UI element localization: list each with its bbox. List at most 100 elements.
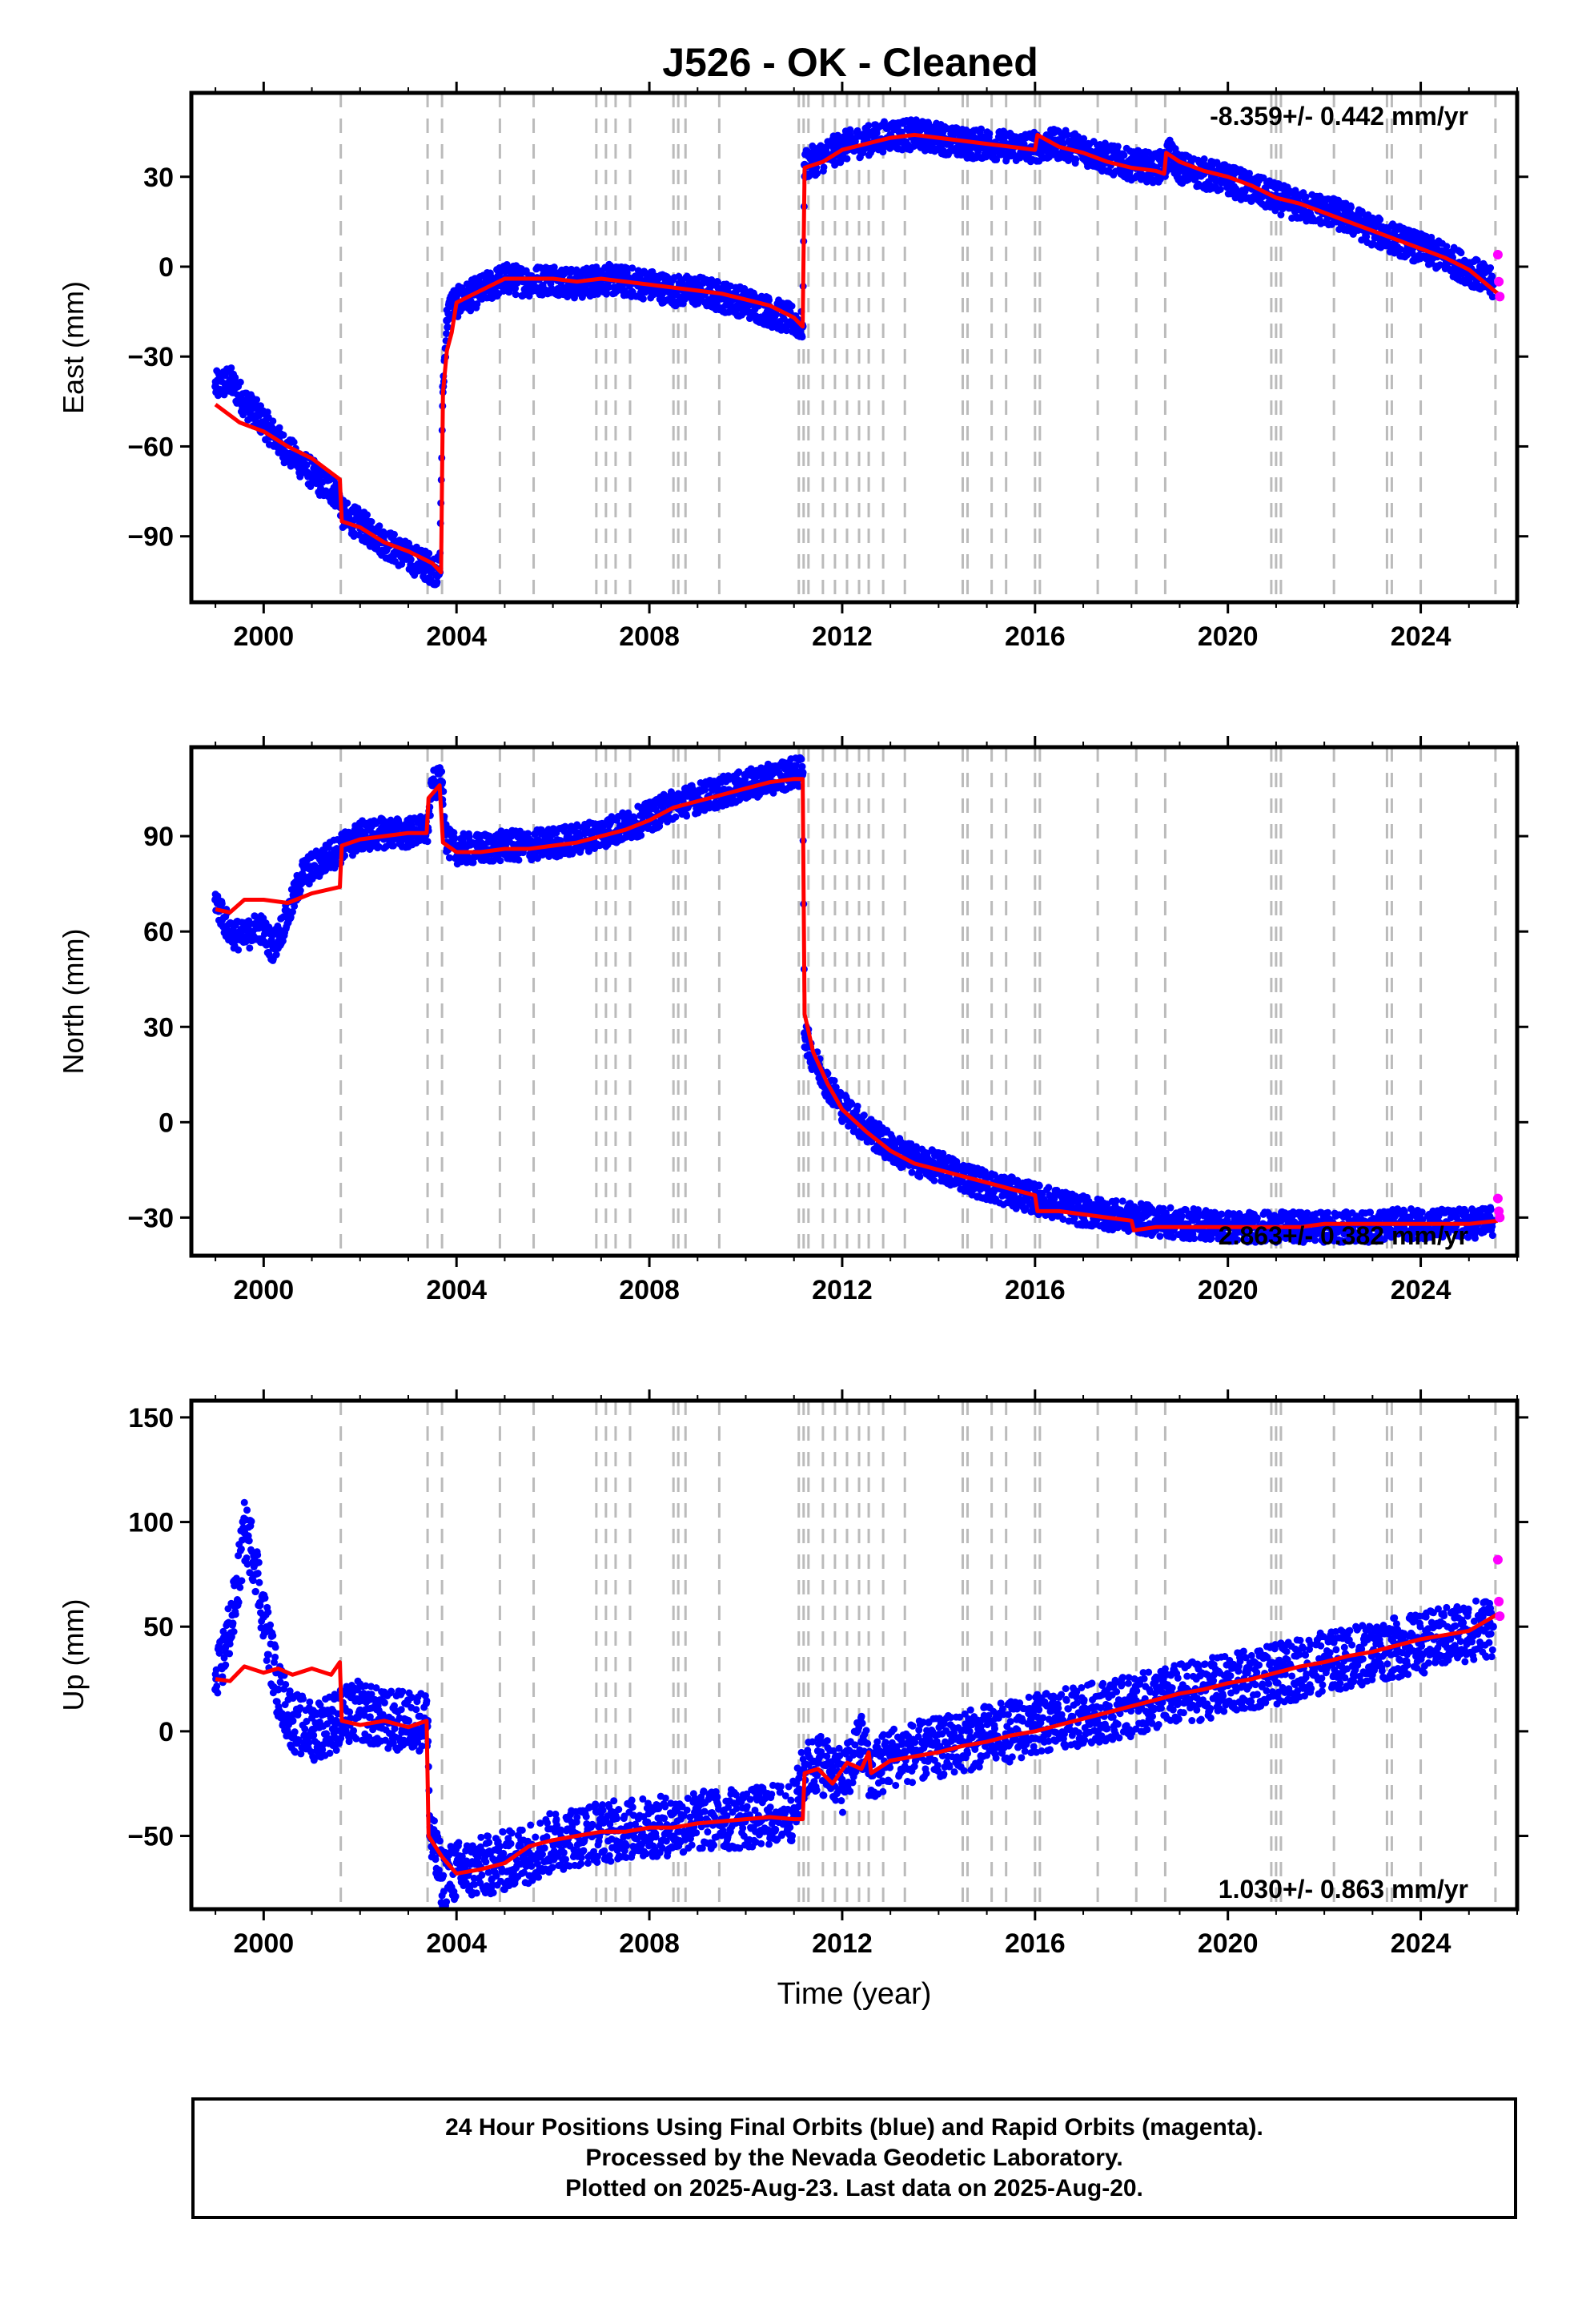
final-orbit-point <box>246 944 254 952</box>
final-orbit-point <box>218 899 226 907</box>
rapid-orbit-point <box>1494 276 1504 287</box>
final-orbit-point <box>1488 293 1496 301</box>
final-orbit-point <box>1072 155 1080 163</box>
final-orbit-point <box>1338 220 1346 228</box>
final-orbit-point <box>916 1172 924 1180</box>
final-orbit-point <box>741 285 749 293</box>
final-orbit-point <box>908 1168 916 1176</box>
panel-2: 2000 2004 2008 2012 2016 2020 2024−300306090No… <box>57 736 1528 1305</box>
final-orbit-point <box>279 937 287 945</box>
final-orbit-point <box>279 431 287 439</box>
final-orbit-point <box>813 169 821 177</box>
final-orbit-point <box>444 323 452 331</box>
final-orbit-point <box>981 1168 989 1176</box>
final-orbit-point <box>443 316 452 325</box>
final-orbit-point <box>765 296 773 304</box>
final-orbit-point <box>473 300 481 308</box>
final-orbit-point <box>496 857 504 865</box>
final-orbit-point <box>1376 215 1384 223</box>
final-orbit-point <box>683 812 691 820</box>
final-orbit-point <box>1175 163 1184 172</box>
final-orbit-point <box>512 284 520 292</box>
final-orbit-point <box>1216 186 1224 194</box>
final-orbit-point <box>637 831 645 839</box>
final-orbit-point <box>798 762 806 770</box>
final-orbit-point <box>240 397 249 406</box>
final-orbit-point <box>1487 263 1495 271</box>
final-orbit-point <box>603 289 611 297</box>
final-orbit-point <box>263 408 271 416</box>
final-orbit-point <box>798 333 806 341</box>
final-orbit-point <box>443 330 451 338</box>
final-orbit-point <box>860 1112 868 1120</box>
y-tick-label: 0 <box>159 252 174 283</box>
final-orbit-point <box>846 126 854 134</box>
final-orbit-point <box>1302 193 1310 201</box>
final-orbit-point <box>226 376 235 385</box>
final-orbit-point <box>291 902 299 910</box>
final-orbit-point <box>317 478 326 487</box>
final-orbit-point <box>912 116 920 124</box>
final-orbit-point <box>272 951 280 959</box>
final-orbit-point <box>424 562 432 571</box>
final-orbit-point <box>797 755 805 763</box>
final-orbit-point <box>290 438 298 446</box>
final-orbit-point <box>451 834 459 842</box>
final-orbit-point <box>445 854 453 862</box>
final-orbit-point <box>220 391 228 399</box>
final-orbit-point <box>1347 203 1355 211</box>
final-orbit-point <box>604 283 612 292</box>
final-orbit-point <box>832 1084 840 1092</box>
rapid-orbit-point <box>1495 292 1505 302</box>
final-orbit-point <box>853 1102 861 1110</box>
rapid-orbit-point <box>1492 250 1503 260</box>
final-orbit-point <box>524 830 532 838</box>
final-orbit-point <box>1457 249 1465 257</box>
final-orbit-point <box>1443 243 1451 251</box>
final-orbit-point <box>757 764 765 772</box>
final-orbit-point <box>1363 233 1371 241</box>
x-tick-label: 2004 <box>426 621 487 652</box>
final-orbit-point <box>1277 211 1285 219</box>
final-orbit-point <box>1120 151 1128 159</box>
x-tick-label: 2016 <box>1005 621 1066 652</box>
final-orbit-point <box>639 295 647 303</box>
final-orbit-point <box>1473 256 1481 264</box>
x-tick-label: 2000 <box>234 621 295 652</box>
final-orbit-point <box>424 838 432 846</box>
final-orbit-point <box>1291 187 1299 195</box>
final-orbit-point <box>769 789 777 797</box>
final-orbit-point <box>390 530 398 538</box>
final-orbit-point <box>1200 155 1208 163</box>
final-orbit-point <box>843 155 851 163</box>
final-orbit-point <box>788 302 796 310</box>
panel-1: 2000 2004 2008 2012 2016 2020 2024−90−60−30030… <box>57 82 1528 652</box>
final-orbit-point <box>269 417 277 425</box>
final-orbit-point <box>244 923 252 931</box>
final-orbit-point <box>433 578 441 586</box>
final-orbit-point <box>259 418 268 427</box>
model-fit-line <box>214 132 1500 575</box>
final-orbit-point <box>628 264 636 272</box>
x-tick-label: 2008 <box>619 621 680 652</box>
final-orbit-point <box>467 307 475 315</box>
final-orbit-point <box>375 522 383 530</box>
final-orbit-point <box>512 291 520 299</box>
y-tick-label: −60 <box>127 432 174 462</box>
final-orbit-point <box>1063 131 1071 139</box>
final-orbit-point <box>508 832 516 840</box>
final-orbit-point <box>977 125 985 133</box>
final-orbit-point <box>389 842 397 850</box>
final-orbit-point <box>495 851 503 859</box>
final-orbit-point <box>359 845 367 853</box>
y-tick-label: −90 <box>127 522 174 553</box>
x-tick-label: 2020 <box>1198 621 1259 652</box>
final-orbit-point <box>343 499 351 507</box>
final-orbit-point <box>298 460 307 468</box>
final-orbit-point <box>404 553 412 561</box>
plot-area <box>211 116 1505 589</box>
final-orbit-point <box>296 887 304 895</box>
final-orbit-point <box>672 813 680 821</box>
final-orbit-point <box>795 782 803 790</box>
